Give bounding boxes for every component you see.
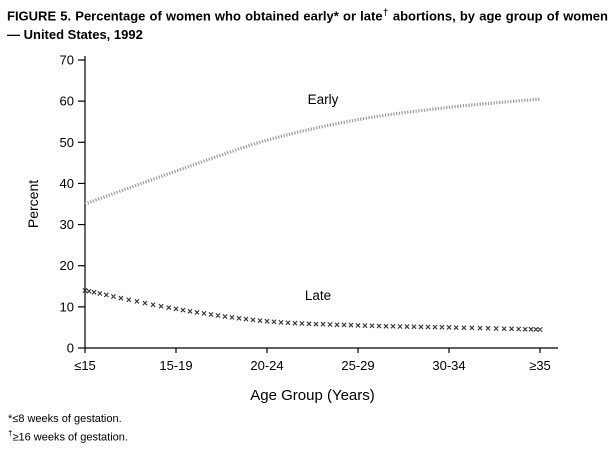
y-tick-label: 10	[60, 299, 74, 314]
x-tick-label: ≥35	[529, 358, 551, 373]
footnote-early: *≤8 weeks of gestation.	[8, 412, 128, 428]
early-series-line	[84, 97, 541, 206]
late-series-markers	[82, 287, 543, 332]
chart-plot-area: 0 10 20 30 40 50 60 70 ≤15 15-19 20-24 25-29 30-34 ≥3…	[25, 53, 558, 404]
dagger-superscript: †	[382, 7, 389, 17]
y-tick-label: 70	[60, 53, 74, 68]
x-tick-label: 20-24	[250, 358, 283, 373]
x-tick-label: 25-29	[341, 358, 374, 373]
y-tick-label: 40	[60, 176, 74, 191]
footnote-early-text: ≤8 weeks of gestation.	[12, 413, 122, 425]
figure-title-text-before: FIGURE 5. Percentage of women who obtain…	[7, 8, 383, 24]
y-tick-label: 0	[67, 341, 74, 356]
footnote-late-text: ≥16 weeks of gestation.	[12, 431, 128, 444]
footnote-early-marker: *	[8, 413, 13, 425]
y-tick-label: 20	[60, 258, 74, 273]
footnote-late-marker: †	[8, 428, 13, 438]
early-series-label: Early	[308, 92, 339, 107]
y-tick-label: 50	[60, 135, 74, 150]
x-tick-label: 15-19	[159, 358, 192, 373]
y-tick-label: 60	[60, 94, 74, 109]
footnotes: *≤8 weeks of gestation. †≥16 weeks of ge…	[8, 412, 128, 447]
x-tick-label: 30-34	[432, 358, 465, 373]
footnote-late: †≥16 weeks of gestation.	[8, 428, 128, 447]
figure-title-text-after: abortions, by age group of women — Unite…	[7, 8, 608, 42]
x-tick-label: ≤15	[74, 358, 96, 373]
y-axis-title: Percent	[25, 180, 41, 228]
late-series-label: Late	[305, 288, 331, 303]
x-axis-title: Age Group (Years)	[250, 387, 375, 404]
y-tick-label: 30	[60, 217, 74, 232]
figure-title: FIGURE 5. Percentage of women who obtain…	[7, 6, 608, 44]
